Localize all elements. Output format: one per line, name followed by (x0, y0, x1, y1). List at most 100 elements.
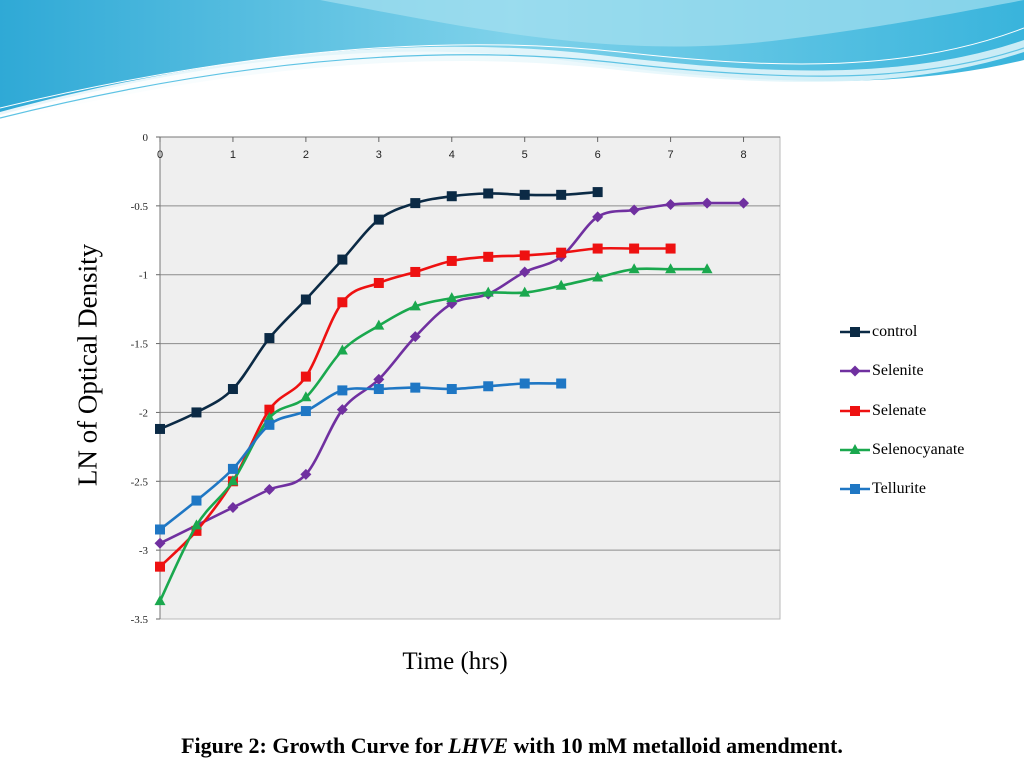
legend-swatch-selenate (840, 405, 870, 416)
legend-item-selenate: Selenate (840, 401, 964, 421)
legend-item-selenite: Selenite (840, 361, 964, 381)
data-point-selenite (263, 484, 275, 496)
data-point-selenate (300, 371, 311, 382)
legend-item-tellurite: Tellurite (840, 479, 964, 499)
data-point-control (191, 407, 202, 418)
legend-label: Selenocyanate (872, 440, 965, 458)
caption-prefix: Figure 2: Growth Curve for (181, 733, 449, 758)
data-point-control (227, 384, 238, 395)
x-tick-label: 4 (449, 149, 455, 161)
y-tick-label: -2.5 (131, 476, 149, 488)
data-point-selenocyanate (665, 263, 677, 274)
data-point-selenite (701, 197, 713, 209)
data-point-selenite (300, 468, 312, 480)
series-control (155, 187, 603, 434)
legend-label: control (872, 323, 918, 340)
data-point-selenocyanate (154, 595, 166, 606)
data-point-selenite (154, 537, 166, 549)
x-tick-label: 0 (157, 149, 163, 161)
data-point-control (373, 214, 384, 225)
data-point-selenate (446, 255, 457, 266)
data-point-selenate (592, 243, 603, 254)
caption-suffix: with 10 mM metalloid amendment. (508, 733, 843, 758)
data-point-tellurite (337, 385, 348, 396)
legend-swatch-marker (850, 327, 860, 337)
x-tick-label: 6 (595, 149, 601, 161)
legend-swatch-selenocyanate (840, 443, 870, 454)
data-point-tellurite (373, 384, 384, 395)
data-point-selenate (556, 247, 567, 258)
data-point-tellurite (446, 384, 457, 395)
data-point-selenate (629, 243, 640, 254)
data-point-selenocyanate (300, 391, 312, 402)
legend-item-selenocyanate: Selenocyanate (840, 440, 964, 460)
data-point-tellurite (410, 382, 421, 393)
data-point-selenocyanate (555, 279, 567, 290)
data-point-tellurite (300, 406, 311, 417)
legend-swatch-tellurite (840, 484, 870, 495)
data-point-selenite (409, 331, 421, 343)
y-tick-label: -1.5 (131, 339, 149, 351)
y-tick-label: -3 (139, 545, 149, 557)
data-point-selenate (665, 243, 676, 254)
legend-swatch-marker (850, 405, 860, 416)
data-point-selenocyanate (519, 286, 531, 297)
data-point-selenocyanate (628, 263, 640, 274)
data-point-selenate (264, 404, 275, 415)
data-point-selenate (155, 561, 165, 572)
data-point-selenocyanate (227, 475, 239, 486)
data-point-control (300, 294, 311, 305)
series-selenocyanate (154, 263, 713, 606)
data-point-tellurite (264, 419, 275, 430)
caption-italic-strain: LHVE (448, 733, 509, 758)
data-point-control (483, 188, 494, 199)
data-point-selenocyanate (373, 319, 385, 330)
series-tellurite (155, 378, 567, 535)
data-point-selenite (519, 266, 531, 278)
x-tick-label: 5 (522, 149, 528, 161)
y-tick-label: -3.5 (131, 614, 149, 626)
x-tick-label: 3 (376, 149, 382, 161)
legend-swatch-marker (850, 484, 860, 495)
data-point-tellurite (556, 378, 567, 389)
y-axis-label: LN of Optical Density (72, 243, 103, 487)
legend-label: Selenate (872, 401, 927, 419)
x-tick-label: 1 (230, 149, 236, 161)
data-point-control (264, 333, 275, 344)
legend-swatch-marker (849, 365, 861, 377)
data-point-control (337, 254, 348, 265)
y-tick-label: -1 (139, 270, 148, 282)
data-point-selenocyanate (592, 271, 604, 282)
data-point-tellurite (227, 463, 238, 474)
plot-area-background (159, 136, 781, 620)
data-point-control (519, 189, 530, 200)
data-point-selenate (337, 297, 348, 308)
legend-item-control: control (840, 322, 964, 342)
data-point-control (155, 423, 165, 434)
data-point-selenocyanate (701, 263, 713, 274)
data-point-selenocyanate (190, 519, 202, 530)
legend-swatch-marker (849, 443, 861, 454)
series-line-selenocyanate (158, 267, 708, 602)
data-point-selenocyanate (263, 411, 275, 422)
series-line-selenite (159, 201, 744, 545)
x-tick-label: 8 (740, 149, 746, 161)
data-point-selenate (410, 266, 421, 277)
data-point-tellurite (483, 381, 494, 392)
data-point-selenite (373, 373, 385, 385)
data-point-selenite (738, 197, 750, 209)
data-point-selenocyanate (336, 344, 348, 355)
legend-swatch-control (840, 327, 870, 337)
x-tick-label: 2 (303, 149, 309, 161)
data-point-selenate (519, 250, 530, 261)
data-point-selenate (191, 525, 202, 536)
data-point-selenocyanate (446, 292, 458, 303)
data-point-selenite (336, 404, 348, 416)
data-point-control (556, 189, 567, 200)
chart-legend: control Selenite Selenate Selenocyanate Tell… (840, 322, 964, 518)
data-point-selenate (483, 251, 494, 262)
data-point-selenocyanate (482, 286, 494, 297)
figure-caption: Figure 2: Growth Curve for LHVE with 10 … (0, 733, 1024, 759)
legend-swatch-selenite (840, 365, 870, 377)
